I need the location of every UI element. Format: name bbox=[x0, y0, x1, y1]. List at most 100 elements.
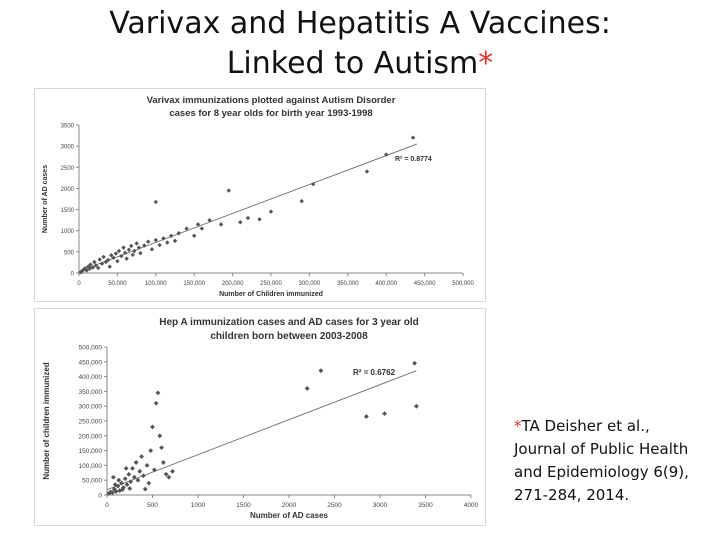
slide-title: Varivax and Hepatitis A Vaccines: Linked… bbox=[0, 4, 720, 84]
chart2-data-point bbox=[382, 411, 387, 416]
chart1-x-tick-label: 0 bbox=[77, 281, 81, 287]
chart2-data-point bbox=[106, 491, 112, 496]
chart2-data-point bbox=[113, 489, 119, 494]
chart1-data-point bbox=[207, 217, 212, 223]
chart1-data-point bbox=[153, 237, 158, 243]
chart1-y-tick-label: 3000 bbox=[61, 145, 75, 151]
title-line-1: Varivax and Hepatitis A Vaccines: bbox=[109, 6, 611, 41]
chart1-x-tick-label: 100,000 bbox=[145, 281, 167, 287]
chart2-data-point bbox=[130, 465, 135, 471]
chart2-y-tick-label: 150,000 bbox=[79, 448, 103, 455]
chart1-data-point bbox=[195, 222, 201, 227]
chart1-x-tick-label: 50,000 bbox=[108, 281, 127, 287]
chart2-data-point bbox=[116, 477, 122, 483]
chart2-data-point bbox=[110, 490, 115, 496]
varivax-chart-panel: Varivax immunizations plotted against Au… bbox=[34, 88, 486, 302]
chart2-y-tick-label: 200,000 bbox=[79, 433, 103, 440]
citation-line-1-text: TA Deisher et al., bbox=[521, 417, 650, 435]
chart2-data-point bbox=[363, 414, 369, 419]
chart2-r2-label: R² = 0.6762 bbox=[353, 368, 396, 377]
chart2-x-tick-label: 4000 bbox=[464, 502, 479, 509]
chart1-x-tick-label: 250,000 bbox=[260, 281, 282, 287]
chart1-data-point bbox=[218, 222, 224, 227]
chart2-data-point bbox=[155, 390, 161, 396]
chart1-data-point bbox=[153, 199, 158, 205]
chart1-x-tick-label: 150,000 bbox=[183, 281, 205, 287]
chart1-data-point bbox=[121, 245, 126, 250]
chart1-data-point bbox=[101, 254, 106, 260]
chart2-data-point bbox=[166, 474, 172, 480]
chart1-data-point bbox=[192, 233, 197, 238]
chart1-data-point bbox=[82, 266, 88, 271]
citation: *TA Deisher et al., Journal of Public He… bbox=[514, 415, 719, 507]
chart1-x-tick-label: 350,000 bbox=[337, 281, 359, 287]
hepa-chart-panel: Hep A immunization cases and AD cases fo… bbox=[34, 308, 486, 526]
chart2-x-tick-label: 2500 bbox=[327, 502, 342, 509]
chart1-data-point bbox=[299, 198, 304, 204]
chart1-y-tick-label: 1000 bbox=[61, 229, 75, 235]
chart1-data-point bbox=[245, 215, 251, 221]
chart1-data-point bbox=[410, 135, 416, 140]
chart1-data-point bbox=[364, 169, 370, 174]
chart2-data-point bbox=[159, 445, 164, 451]
chart2-x-axis-label: Number of AD cases bbox=[250, 511, 329, 520]
chart1-x-tick-label: 300,000 bbox=[299, 281, 321, 287]
varivax-scatter-chart: Varivax immunizations plotted against Au… bbox=[42, 95, 475, 298]
chart2-data-point bbox=[131, 474, 137, 480]
chart1-data-point bbox=[311, 182, 316, 187]
chart1-data-point bbox=[116, 248, 122, 254]
chart2-data-point bbox=[120, 487, 125, 493]
chart1-data-point bbox=[238, 220, 243, 225]
chart2-data-point bbox=[150, 424, 155, 430]
chart1-data-point bbox=[124, 256, 129, 261]
title-line-2-text: Linked to Autism bbox=[226, 46, 479, 81]
chart1-data-point bbox=[92, 259, 97, 265]
chart2-data-point bbox=[157, 433, 163, 439]
chart2-data-point bbox=[146, 480, 152, 486]
chart1-data-point bbox=[103, 259, 109, 265]
chart2-y-tick-label: 350,000 bbox=[79, 389, 103, 396]
chart2-data-point bbox=[137, 468, 143, 474]
chart1-data-point bbox=[268, 209, 274, 214]
chart2-x-tick-label: 2000 bbox=[282, 502, 297, 509]
chart1-data-point bbox=[184, 226, 189, 231]
chart1-y-tick-label: 3500 bbox=[61, 124, 75, 130]
chart2-data-point bbox=[139, 454, 144, 459]
chart2-trendline bbox=[106, 370, 417, 491]
chart2-y-tick-label: 500,000 bbox=[79, 345, 103, 352]
chart1-x-tick-label: 450,000 bbox=[414, 281, 436, 287]
chart1-data-point bbox=[130, 252, 135, 258]
chart1-data-point bbox=[157, 242, 162, 248]
chart2-x-tick-label: 1000 bbox=[191, 502, 206, 509]
chart2-data-point bbox=[318, 368, 324, 374]
chart2-data-point bbox=[110, 474, 116, 480]
chart1-data-point bbox=[172, 238, 178, 244]
chart2-data-point bbox=[135, 477, 141, 483]
chart1-data-point bbox=[111, 255, 116, 260]
chart1-y-tick-label: 1500 bbox=[61, 208, 75, 214]
chart2-data-point bbox=[133, 460, 139, 465]
chart1-y-axis-label: Number of AD cases bbox=[42, 165, 49, 233]
chart2-x-tick-label: 3000 bbox=[373, 502, 388, 509]
chart1-x-axis-label: Number of Children immunized bbox=[219, 291, 323, 298]
chart2-data-point bbox=[163, 471, 169, 477]
title-asterisk: * bbox=[478, 46, 494, 81]
chart2-title-line: Hep A immunization cases and AD cases fo… bbox=[159, 317, 419, 328]
chart1-y-tick-label: 2000 bbox=[61, 187, 75, 193]
chart2-y-tick-label: 100,000 bbox=[79, 463, 103, 470]
title-line-2: Linked to Autism* bbox=[0, 44, 720, 84]
chart2-y-axis-label: Number of children immunized bbox=[42, 362, 51, 479]
chart1-data-point bbox=[134, 241, 139, 246]
chart1-data-point bbox=[99, 261, 105, 266]
chart1-y-tick-label: 500 bbox=[64, 250, 75, 256]
chart1-data-point bbox=[176, 231, 182, 236]
chart1-data-point bbox=[88, 262, 93, 267]
chart1-data-point bbox=[226, 188, 231, 193]
hepa-scatter-chart: Hep A immunization cases and AD cases fo… bbox=[42, 317, 479, 520]
chart1-data-point bbox=[165, 240, 170, 245]
chart2-y-tick-label: 400,000 bbox=[79, 374, 103, 381]
chart2-data-point bbox=[151, 467, 157, 473]
chart2-data-point bbox=[122, 476, 128, 482]
chart1-data-point bbox=[105, 257, 111, 263]
chart2-data-point bbox=[128, 479, 134, 485]
